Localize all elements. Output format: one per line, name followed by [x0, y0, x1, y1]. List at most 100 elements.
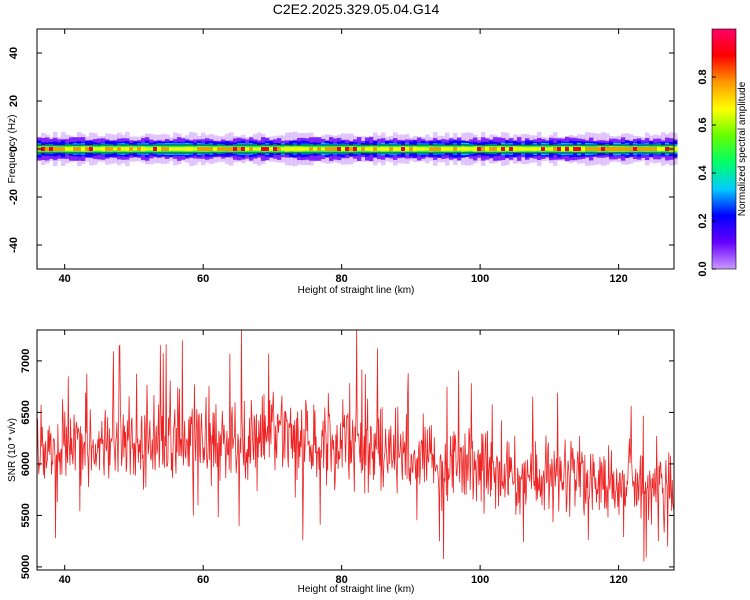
spectrogram-peak-cell: [85, 147, 89, 151]
spectrogram-peak-cell: [221, 147, 225, 151]
spectrogram-x-ticks: 40 60 80 100 120: [59, 29, 628, 285]
spectrogram-peak-cell: [117, 147, 121, 151]
spectrogram-x-label: Height of straight line (km): [298, 285, 415, 296]
spectrogram-peak-cell: [217, 147, 221, 151]
spectrogram-cell: [245, 147, 250, 151]
snr-x-tick-label: 60: [197, 574, 209, 586]
colorbar-label: Normalized spectral amplitude: [737, 81, 748, 216]
spectrogram-cell: [417, 147, 422, 151]
spectrogram-cell: [397, 146, 402, 152]
spectrogram-cell: [365, 146, 370, 152]
spectrogram-peak-cell: [233, 147, 237, 151]
snr-series-line: [37, 330, 674, 562]
spectrogram-cell: [169, 147, 174, 151]
spectrogram-peak-cell: [573, 147, 577, 151]
spectrogram-cell: [537, 147, 542, 151]
spectrogram-peak-cell: [553, 147, 557, 151]
spectrogram-peak-cell: [209, 147, 213, 151]
spectrogram-cell: [461, 146, 466, 152]
spectrogram-peak-cell: [53, 147, 57, 151]
spectrogram-peak-cell: [601, 147, 605, 151]
spectrogram-cell: [125, 146, 130, 152]
colorbar-tick-label: 0.6: [697, 117, 709, 132]
spectrogram-cell: [81, 146, 86, 152]
spectrogram-cell: [457, 147, 462, 151]
spectrogram-peak-cell: [489, 147, 493, 151]
spectrogram-peak-cell: [389, 147, 393, 151]
spectrogram-cell: [569, 146, 574, 152]
spectrogram-peak-cell: [197, 147, 201, 151]
spectrogram-cell: [533, 146, 538, 152]
spectrogram-peak-cell: [57, 147, 61, 151]
spectrogram-peak-cell: [249, 147, 253, 151]
spectrogram-peak-cell: [433, 147, 437, 151]
spectrogram-cell: [181, 147, 186, 151]
spectrogram-peak-cell: [437, 147, 441, 151]
spectrogram-cell: [469, 147, 474, 151]
snr-y-label: SNR (10 * v/v): [7, 418, 18, 482]
spectrogram-peak-cell: [201, 147, 205, 151]
spectrogram-cell: [93, 147, 98, 151]
colorbar-gradient: [711, 28, 737, 270]
spectrogram-peak-cell: [265, 147, 269, 151]
spectrogram-cell: [445, 146, 450, 152]
spectrogram-peak-cell: [353, 147, 357, 151]
spectrogram-cell: [393, 146, 398, 152]
snr-x-ticks: 40 60 80 100 120: [59, 330, 628, 586]
spectrogram-cell: [113, 147, 118, 151]
spectrogram-peak-cell: [597, 147, 601, 151]
spectrogram-cell: [497, 146, 502, 152]
spectrogram-cell: [285, 146, 290, 152]
spectrogram-cell: [381, 146, 386, 152]
spectrogram-peak-cell: [237, 147, 241, 151]
spectrogram-peak-cell: [261, 147, 265, 151]
spectrogram-peak-cell: [45, 147, 49, 151]
spectrogram-peak-cell: [241, 147, 245, 151]
spectrogram-peak-cell: [277, 147, 281, 151]
snr-x-tick-label: 100: [471, 574, 489, 586]
spectrogram-cell: [257, 147, 262, 151]
spectrogram-peak-cell: [609, 147, 613, 151]
snr-y-ticks: 5000 5500 6000 6500 7000: [20, 349, 674, 579]
spectrogram-cell: [449, 146, 454, 152]
spectrogram-cell: [189, 146, 194, 152]
spectrogram-cell: [465, 146, 470, 152]
spectrogram-peak-cell: [349, 147, 353, 151]
snr-panel: 40 60 80 100 120 5000 5500 6000 6500 7000 Height…: [7, 329, 675, 595]
spectrogram-peak-cell: [129, 147, 133, 151]
spectrogram-cell: [473, 146, 478, 152]
spectrogram-peak-cell: [165, 147, 169, 151]
spectrogram-cell: [357, 147, 362, 151]
spectrogram-x-tick-label: 60: [197, 273, 209, 285]
colorbar-tick-label: 0.0: [697, 261, 709, 276]
spectrogram-peak-cell: [409, 147, 413, 151]
spectrogram-peak-cell: [453, 147, 457, 151]
figure-title: C2E2.2025.329.05.04.G14: [273, 1, 440, 17]
spectrogram-peak-cell: [577, 147, 581, 151]
spectrogram-cell: [301, 146, 306, 152]
spectrogram-peak-cell: [153, 147, 157, 151]
spectrogram-peak-cell: [605, 147, 609, 151]
spectrogram-cell: [341, 146, 346, 152]
spectrogram-cell: [441, 146, 446, 152]
spectrogram-cell: [545, 147, 550, 151]
spectrogram-peak-cell: [329, 147, 333, 151]
spectrogram-x-tick-label: 40: [59, 273, 71, 285]
spectrogram-cell: [425, 147, 430, 151]
snr-y-tick-label: 7000: [20, 349, 32, 373]
spectrogram-cell: [297, 146, 302, 152]
spectrogram-x-tick-label: 120: [609, 273, 627, 285]
spectrogram-cell: [141, 146, 146, 152]
snr-frame: [36, 329, 675, 571]
spectrogram-cell: [661, 147, 666, 151]
snr-x-tick-label: 120: [609, 574, 627, 586]
spectrogram-cell: [269, 147, 274, 151]
spectrogram-cell: [69, 146, 74, 152]
spectrogram-cell: [101, 146, 106, 152]
spectrogram-cell: [513, 146, 518, 152]
spectrogram-x-tick-label: 80: [336, 273, 348, 285]
spectrogram-cell: [485, 146, 490, 152]
spectrogram-cell: [505, 147, 510, 151]
spectrogram-cell: [185, 146, 190, 152]
